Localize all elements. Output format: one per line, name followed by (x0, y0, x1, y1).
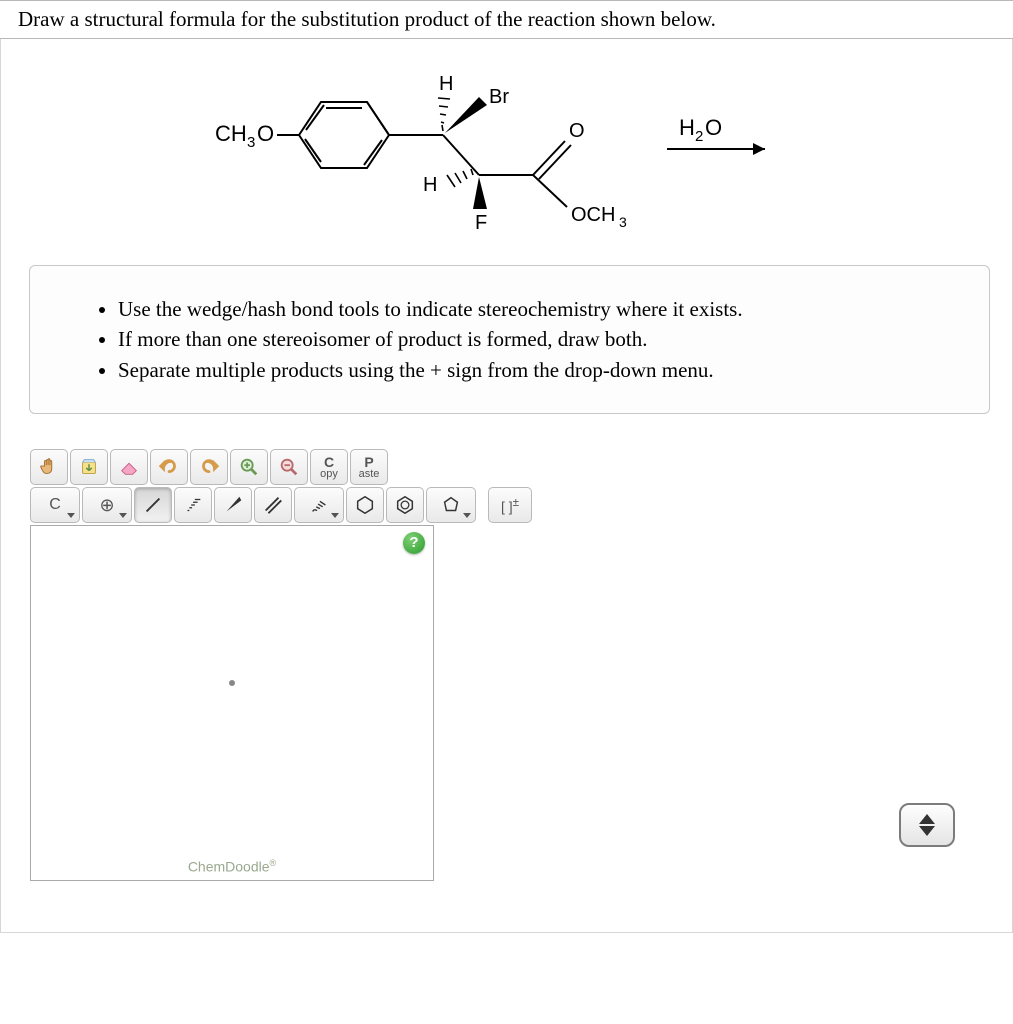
page-root: Draw a structural formula for the substi… (0, 0, 1013, 933)
svg-text:2: 2 (695, 128, 703, 145)
recessed-bond-tool[interactable] (174, 487, 212, 523)
canvas-center-dot (229, 680, 235, 686)
double-bond-tool[interactable] (254, 487, 292, 523)
copy-tool[interactable]: C opy (310, 449, 348, 485)
undo-tool[interactable] (150, 449, 188, 485)
drawing-canvas[interactable]: ? ChemDoodle® (30, 525, 434, 881)
bracket-label: [ ]± (501, 496, 519, 515)
copy-label-top: C (324, 455, 334, 469)
zoom-in-tool[interactable] (230, 449, 268, 485)
canvas-help-button[interactable]: ? (403, 532, 425, 554)
erase-tool[interactable] (110, 449, 148, 485)
svg-text:O: O (705, 115, 722, 140)
svg-text:H: H (423, 174, 437, 196)
svg-text:CH: CH (215, 121, 247, 146)
instruction-item: Separate multiple products using the + s… (118, 355, 959, 385)
reaction-diagram: CH 3 O H Br (1, 39, 1012, 235)
svg-text:H: H (679, 115, 695, 140)
element-picker[interactable]: C (30, 487, 80, 523)
bracket-tool[interactable]: [ ]± (488, 487, 532, 523)
charge-label: ⊕ (99, 495, 114, 516)
svg-text:O: O (569, 120, 585, 142)
chemdoodle-watermark: ChemDoodle® (31, 858, 433, 875)
open-tool[interactable] (70, 449, 108, 485)
wedge-bond-tool[interactable] (214, 487, 252, 523)
svg-text:H: H (439, 73, 453, 95)
hand-tool[interactable] (30, 449, 68, 485)
svg-text:F: F (475, 212, 487, 234)
main-panel: CH 3 O H Br (0, 39, 1013, 933)
svg-text:OCH: OCH (571, 204, 615, 226)
svg-text:3: 3 (247, 134, 255, 151)
redo-tool[interactable] (190, 449, 228, 485)
instruction-item: If more than one stereoisomer of product… (118, 324, 959, 354)
question-text: Draw a structural formula for the substi… (0, 0, 1013, 39)
charge-picker[interactable]: ⊕ (82, 487, 132, 523)
ring-picker-tool[interactable] (426, 487, 476, 523)
benzene-ring-tool[interactable] (386, 487, 424, 523)
svg-text:Br: Br (489, 86, 509, 108)
brand-mark: ® (270, 858, 277, 868)
svg-text:O: O (257, 121, 274, 146)
instruction-box: Use the wedge/hash bond tools to indicat… (29, 265, 990, 414)
brand-text: ChemDoodle (188, 858, 270, 874)
hash-wedge-tool[interactable] (294, 487, 344, 523)
element-label: C (49, 496, 61, 514)
stepper-up-icon (919, 814, 935, 824)
answer-stepper[interactable] (899, 803, 955, 847)
stepper-down-icon (919, 826, 935, 836)
toolbar-row-1: C opy P aste (30, 449, 989, 485)
toolbar-row-2: C ⊕ (30, 487, 989, 523)
hexagon-ring-tool[interactable] (346, 487, 384, 523)
paste-tool[interactable]: P aste (350, 449, 388, 485)
paste-label-bottom: aste (359, 469, 380, 480)
instruction-item: Use the wedge/hash bond tools to indicat… (118, 294, 959, 324)
copy-label-bottom: opy (320, 469, 338, 480)
zoom-out-tool[interactable] (270, 449, 308, 485)
paste-label-top: P (364, 455, 373, 469)
single-bond-tool[interactable] (134, 487, 172, 523)
svg-text:3: 3 (619, 214, 627, 230)
editor-area: C opy P aste C ⊕ (29, 448, 990, 908)
